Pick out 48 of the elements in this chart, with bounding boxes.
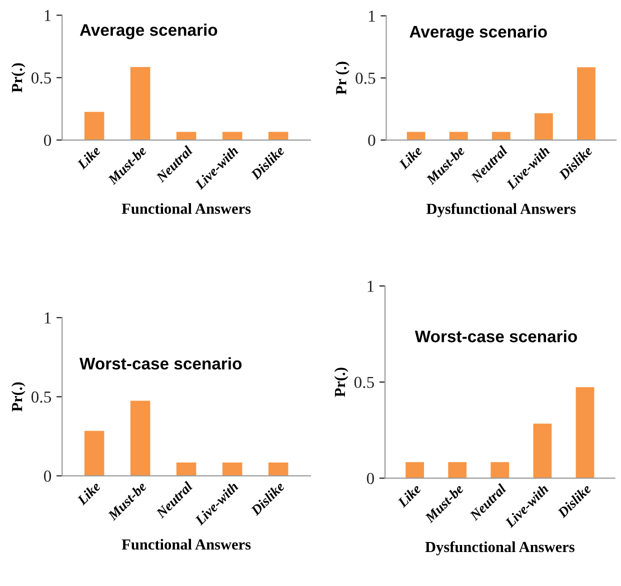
y-tick-label: 0 [44,470,52,482]
y-tick-label: 0 [366,472,374,484]
x-axis-title: Dysfunctional Answers [426,203,576,218]
x-axis-title: Functional Answers [122,203,251,214]
x-axis-title: Dysfunctional Answers [425,541,574,556]
y-tick-label: 0.5 [31,391,52,403]
bar [130,66,150,140]
bar [534,113,553,140]
x-tick-label: Like [396,483,422,508]
bar [533,424,552,478]
bar [406,132,426,140]
y-tick-label: 0.5 [31,72,52,84]
bar [577,67,596,140]
text: Worst-case scenario [80,357,242,370]
x-tick-label: Like [398,145,423,170]
y-tick-label: 1 [368,280,374,292]
bar [449,132,468,140]
y-tick-label: 0 [368,134,376,146]
chart-title: Average scenario [80,24,218,40]
y-axis-title: Pr(.) [11,382,26,412]
y-axis-title: Pr(.) [334,368,348,397]
bar [492,132,510,140]
bar [268,462,288,476]
bar [576,387,594,478]
x-tick-label: Like [76,145,101,170]
y-axis-title: Pr(.) [11,63,26,92]
bar [222,132,242,140]
y-axis-title: Pr (.) [336,62,350,95]
bar [222,462,242,476]
y-tick-label: 1 [44,312,51,324]
text: Average scenario [410,25,547,42]
x-tick-label: Like [76,480,101,506]
bar [84,430,104,476]
y-tick-label: 0.5 [354,376,374,388]
y-tick-label: 0.5 [356,72,376,84]
bar [176,462,196,476]
y-tick-label: 1 [44,10,51,22]
bar [406,462,424,478]
text: Worst-case scenario [414,330,577,342]
bar [490,462,510,478]
y-tick-label: 0 [44,134,52,146]
bar [176,132,196,140]
bar [130,400,150,476]
bar [84,112,104,140]
x-axis-title: Functional Answers [122,538,251,550]
y-tick-label: 1 [368,10,375,22]
bar [268,132,288,140]
bar [448,462,467,478]
